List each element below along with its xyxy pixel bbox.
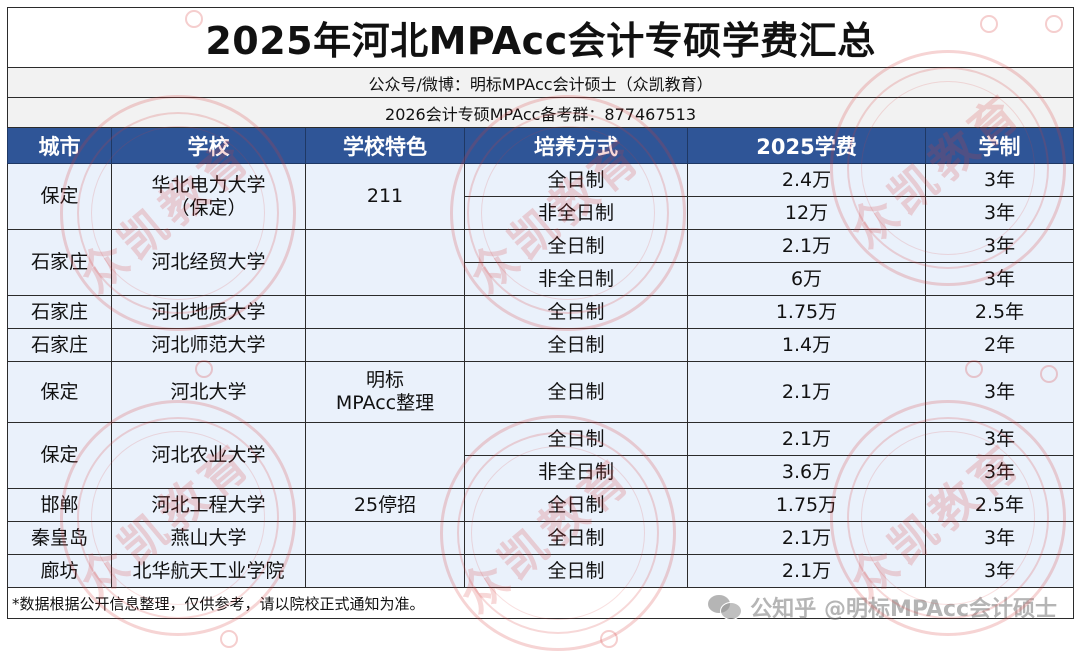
mode-cell: 全日制 bbox=[464, 521, 688, 555]
school-cell: 河北大学 bbox=[111, 361, 306, 423]
subtitle-group: 2026会计专硕MPAcc备考群：877467513 bbox=[6, 97, 1075, 128]
years-cell: 3年 bbox=[924, 521, 1075, 555]
fee-summary-sheet: 2025年河北MPAcc会计专硕学费汇总 公众号/微博：明标MPAcc会计硕士（… bbox=[6, 7, 1075, 622]
mode-cell: 全日制 bbox=[464, 488, 688, 522]
fee-table: 2025年河北MPAcc会计专硕学费汇总 公众号/微博：明标MPAcc会计硕士（… bbox=[6, 7, 1075, 622]
feature-cell bbox=[305, 328, 465, 362]
feature-line2: MPAcc整理 bbox=[335, 392, 435, 414]
fee-cell: 2.1万 bbox=[687, 422, 926, 456]
years-cell: 2年 bbox=[924, 328, 1075, 362]
school-cell: 河北经贸大学 bbox=[111, 229, 306, 296]
school-cell: 北华航天工业学院 bbox=[111, 554, 306, 588]
school-cell: 河北师范大学 bbox=[111, 328, 306, 362]
mode-cell: 非全日制 bbox=[464, 455, 688, 489]
dot-watermark-icon bbox=[600, 630, 618, 648]
table-row: 邯郸 河北工程大学 25停招 全日制 1.75万 2.5年 bbox=[7, 488, 1075, 522]
mode-cell: 全日制 bbox=[464, 295, 688, 329]
table-row: 非全日制 12万 3年 bbox=[8, 196, 1075, 230]
school-cell: 华北电力大学 （保定） bbox=[111, 163, 306, 230]
table-row: 保定 华北电力大学 （保定） 211 全日制 2.4万 3年 bbox=[7, 163, 1075, 230]
city-cell: 保定 bbox=[7, 422, 112, 489]
mode-cell: 全日制 bbox=[464, 328, 688, 362]
years-cell: 3年 bbox=[924, 554, 1075, 588]
platform-watermark: 公知乎 @明标MPAcc会计硕士 bbox=[708, 591, 1057, 623]
years-cell: 3年 bbox=[924, 262, 1075, 296]
fee-cell: 1.75万 bbox=[687, 295, 926, 329]
mode-cell: 全日制 bbox=[464, 163, 688, 197]
fee-cell: 6万 bbox=[687, 262, 926, 296]
table-row: 石家庄 河北师范大学 全日制 1.4万 2年 bbox=[7, 328, 1075, 362]
fee-cell: 3.6万 bbox=[687, 455, 926, 489]
fee-cell: 2.1万 bbox=[687, 361, 926, 423]
school-cell: 河北工程大学 bbox=[111, 488, 306, 522]
table-row: 保定 河北大学 明标 MPAcc整理 全日制 2.1万 3年 bbox=[7, 361, 1075, 423]
years-cell: 3年 bbox=[924, 163, 1075, 197]
table-row: 石家庄 河北经贸大学 全日制 2.1万 3年 bbox=[7, 229, 1075, 296]
table-row: 石家庄 河北地质大学 全日制 1.75万 2.5年 bbox=[7, 295, 1075, 329]
fee-cell: 2.1万 bbox=[687, 554, 926, 588]
city-cell: 秦皇岛 bbox=[7, 521, 112, 555]
fee-cell: 1.75万 bbox=[687, 488, 926, 522]
table-row: 非全日制 6万 3年 bbox=[8, 262, 1075, 296]
mode-cell: 非全日制 bbox=[464, 196, 688, 230]
feature-cell: 明标 MPAcc整理 bbox=[305, 361, 465, 423]
years-cell: 3年 bbox=[924, 361, 1075, 423]
city-cell: 保定 bbox=[7, 361, 112, 423]
table-row: 保定 河北农业大学 全日制 2.1万 3年 bbox=[7, 422, 1075, 489]
mode-cell: 全日制 bbox=[464, 554, 688, 588]
mode-cell: 全日制 bbox=[464, 422, 688, 456]
school-cell: 河北地质大学 bbox=[111, 295, 306, 329]
subtitle-account: 公众号/微博：明标MPAcc会计硕士（众凯教育） bbox=[6, 67, 1075, 98]
years-cell: 3年 bbox=[924, 455, 1075, 489]
fee-cell: 2.4万 bbox=[687, 163, 926, 197]
city-cell: 石家庄 bbox=[7, 295, 112, 329]
years-cell: 3年 bbox=[924, 422, 1075, 456]
dot-watermark-icon bbox=[220, 630, 238, 648]
years-cell: 3年 bbox=[924, 196, 1075, 230]
city-cell: 邯郸 bbox=[7, 488, 112, 522]
city-cell: 保定 bbox=[7, 163, 112, 230]
table-row: 廊坊 北华航天工业学院 全日制 2.1万 3年 bbox=[7, 554, 1075, 588]
fee-cell: 1.4万 bbox=[687, 328, 926, 362]
header-city: 城市 bbox=[7, 127, 112, 164]
feature-cell bbox=[305, 422, 465, 489]
table-row: 秦皇岛 燕山大学 全日制 2.1万 3年 bbox=[7, 521, 1075, 555]
feature-cell bbox=[305, 229, 465, 296]
header-school: 学校 bbox=[111, 127, 306, 164]
header-mode: 培养方式 bbox=[464, 127, 688, 164]
city-cell: 石家庄 bbox=[7, 328, 112, 362]
platform-watermark-text: 公知乎 @明标MPAcc会计硕士 bbox=[750, 597, 1058, 622]
mode-cell: 全日制 bbox=[464, 361, 688, 423]
school-cell: 燕山大学 bbox=[111, 521, 306, 555]
years-cell: 2.5年 bbox=[924, 488, 1075, 522]
feature-line1: 明标 bbox=[365, 369, 404, 392]
footnote-cell: *数据根据公开信息整理，仅供参考，请以院校正式通知为准。 公知乎 @明标MPAc… bbox=[6, 587, 1075, 622]
page-title: 2025年河北MPAcc会计专硕学费汇总 bbox=[6, 7, 1075, 68]
mode-cell: 全日制 bbox=[464, 229, 688, 263]
feature-cell bbox=[305, 554, 465, 588]
school-sub: （保定） bbox=[170, 196, 247, 219]
years-cell: 2.5年 bbox=[924, 295, 1075, 329]
footnote: *数据根据公开信息整理，仅供参考，请以院校正式通知为准。 bbox=[12, 594, 425, 613]
header-fee: 2025学费 bbox=[687, 127, 926, 164]
mode-cell: 非全日制 bbox=[464, 262, 688, 296]
feature-cell bbox=[305, 521, 465, 555]
city-cell: 廊坊 bbox=[7, 554, 112, 588]
header-feature: 学校特色 bbox=[305, 127, 465, 164]
years-cell: 3年 bbox=[924, 229, 1075, 263]
feature-cell: 211 bbox=[305, 163, 465, 230]
school-cell: 河北农业大学 bbox=[111, 422, 306, 489]
city-cell: 石家庄 bbox=[7, 229, 112, 296]
header-years: 学制 bbox=[924, 127, 1075, 164]
wechat-icon bbox=[708, 595, 743, 620]
fee-cell: 2.1万 bbox=[687, 521, 926, 555]
feature-cell: 25停招 bbox=[305, 488, 465, 522]
fee-cell: 12万 bbox=[687, 196, 926, 230]
fee-cell: 2.1万 bbox=[687, 229, 926, 263]
feature-cell bbox=[305, 295, 465, 329]
table-row: 非全日制 3.6万 3年 bbox=[8, 455, 1075, 489]
school-name: 华北电力大学 bbox=[151, 173, 266, 196]
